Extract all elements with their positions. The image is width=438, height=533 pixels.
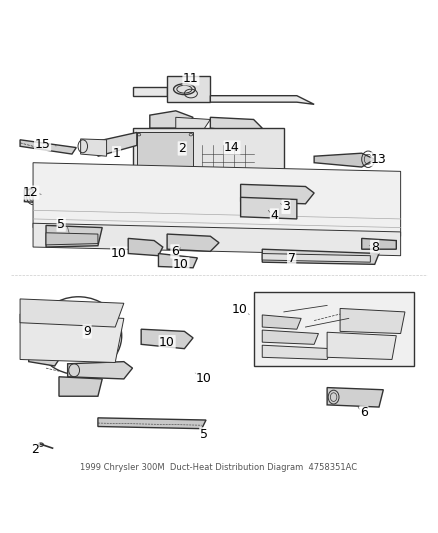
Polygon shape — [167, 76, 210, 102]
Polygon shape — [262, 315, 301, 329]
Polygon shape — [133, 87, 167, 96]
Polygon shape — [262, 330, 318, 344]
Polygon shape — [159, 254, 198, 268]
Text: 12: 12 — [23, 186, 39, 199]
Text: 10: 10 — [159, 336, 175, 349]
Text: 3: 3 — [282, 200, 290, 213]
Polygon shape — [33, 163, 401, 236]
Text: 6: 6 — [171, 245, 179, 258]
Text: 13: 13 — [371, 153, 387, 166]
Polygon shape — [20, 314, 124, 362]
Polygon shape — [167, 234, 219, 252]
Polygon shape — [98, 132, 137, 156]
Polygon shape — [314, 153, 374, 167]
Polygon shape — [33, 223, 401, 256]
Polygon shape — [46, 225, 102, 247]
Polygon shape — [128, 238, 163, 256]
Text: 2: 2 — [178, 142, 186, 155]
Polygon shape — [210, 117, 262, 132]
Polygon shape — [262, 254, 371, 262]
Polygon shape — [254, 293, 413, 366]
Text: 10: 10 — [111, 247, 127, 260]
Text: 5: 5 — [57, 218, 65, 231]
Polygon shape — [133, 128, 284, 189]
Polygon shape — [262, 345, 332, 359]
Text: 5: 5 — [200, 428, 208, 441]
Polygon shape — [137, 132, 193, 182]
Polygon shape — [46, 233, 98, 245]
Text: 4: 4 — [270, 209, 278, 222]
Polygon shape — [340, 309, 405, 334]
Polygon shape — [210, 96, 314, 104]
Polygon shape — [262, 249, 379, 264]
Text: 11: 11 — [183, 72, 199, 85]
Text: 2: 2 — [31, 443, 39, 456]
Text: 7: 7 — [288, 252, 296, 265]
Text: 10: 10 — [173, 258, 189, 271]
Text: 14: 14 — [224, 141, 240, 154]
Text: 1999 Chrysler 300M  Duct-Heat Distribution Diagram  4758351AC: 1999 Chrysler 300M Duct-Heat Distributio… — [81, 463, 357, 472]
Text: 15: 15 — [35, 138, 50, 151]
Text: 10: 10 — [232, 303, 248, 316]
Text: 9: 9 — [83, 325, 91, 338]
Text: 8: 8 — [371, 240, 379, 254]
Text: 10: 10 — [196, 373, 212, 385]
Polygon shape — [29, 344, 64, 366]
Polygon shape — [362, 238, 396, 249]
Polygon shape — [20, 299, 124, 327]
Polygon shape — [81, 139, 106, 156]
Text: 1: 1 — [113, 147, 120, 160]
Polygon shape — [240, 197, 297, 219]
Polygon shape — [141, 329, 193, 349]
Polygon shape — [25, 189, 64, 204]
Polygon shape — [67, 361, 133, 379]
Polygon shape — [327, 332, 396, 359]
Polygon shape — [176, 117, 210, 132]
Polygon shape — [240, 184, 314, 204]
Polygon shape — [150, 111, 193, 128]
Polygon shape — [59, 377, 102, 396]
Polygon shape — [327, 387, 383, 407]
Text: 6: 6 — [360, 406, 368, 419]
Polygon shape — [20, 140, 76, 154]
Polygon shape — [98, 418, 206, 429]
